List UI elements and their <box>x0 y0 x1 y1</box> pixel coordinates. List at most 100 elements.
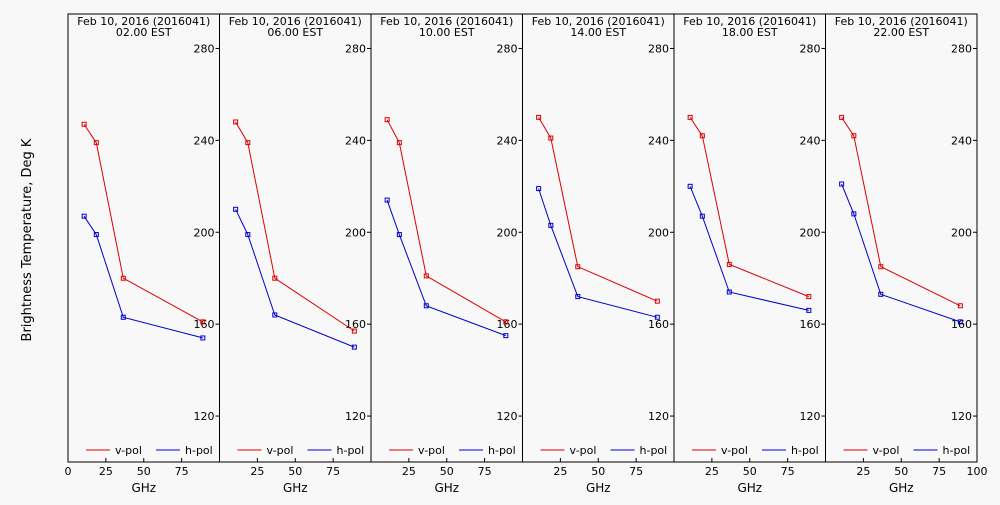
series-line-v-pol <box>83 124 204 323</box>
x-tick-label: 25 <box>402 465 416 478</box>
panel-subtitle: 22.00 EST <box>873 26 929 39</box>
data-point-h-pol <box>548 222 554 228</box>
y-tick-label: 200 <box>800 226 821 239</box>
series-line-h-pol <box>689 186 809 311</box>
data-point-v-pol <box>245 140 251 146</box>
y-tick-label: 160 <box>800 318 821 331</box>
data-point-v-pol <box>233 119 239 125</box>
legend-label: h-pol <box>640 444 668 457</box>
data-point-h-pol <box>423 303 429 309</box>
data-point-h-pol <box>351 344 357 350</box>
x-axis-label: GHz <box>586 481 611 495</box>
panel-subtitle: 02.00 EST <box>116 26 172 39</box>
panel-title: Feb 10, 2016 (2016041) <box>835 15 968 28</box>
data-point-v-pol <box>423 273 429 279</box>
data-point-v-pol <box>272 275 278 281</box>
x-tick-label: 25 <box>705 465 719 478</box>
chart-panel-2: Feb 10, 2016 (2016041)06.00 EST120160200… <box>219 13 372 495</box>
legend-label: v-pol <box>873 444 900 457</box>
legend-label: h-pol <box>488 444 516 457</box>
y-tick-label: 200 <box>345 226 366 239</box>
x-tick-label: 50 <box>440 465 454 478</box>
data-point-v-pol <box>200 319 206 325</box>
panel-subtitle: 10.00 EST <box>419 26 475 39</box>
data-point-v-pol <box>351 328 357 334</box>
data-point-h-pol <box>245 232 251 238</box>
x-tick-label: 75 <box>932 465 946 478</box>
y-tick-label: 160 <box>194 318 215 331</box>
series-line-h-pol <box>386 199 506 337</box>
panel-title: Feb 10, 2016 (2016041) <box>77 15 210 28</box>
chart-panel-1: Feb 10, 2016 (2016041)02.00 EST 120 160 200… <box>65 13 220 495</box>
chart-panel-4: Feb 10, 2016 (2016041)14.00 EST 120 160 200… <box>522 13 675 495</box>
y-tick-label: 120 <box>800 410 821 423</box>
data-point-h-pol <box>272 312 278 318</box>
data-point-v-pol <box>851 133 857 139</box>
y-tick-label: 240 <box>648 134 669 147</box>
x-tick-label: 50 <box>591 465 605 478</box>
data-point-h-pol <box>726 289 732 295</box>
x-tick-label: 50 <box>288 465 302 478</box>
y-tick-label: 120 <box>497 410 518 423</box>
x-tick-label: 25 <box>856 465 870 478</box>
legend-label: v-pol <box>721 444 748 457</box>
legend-label: v-pol <box>570 444 597 457</box>
data-point-h-pol <box>687 183 693 189</box>
data-point-v-pol <box>384 117 390 123</box>
series-line-h-pol <box>83 215 203 339</box>
series-line-v-pol <box>235 121 355 332</box>
panel-subtitle: 06.00 EST <box>267 26 323 39</box>
x-axis-label: GHz <box>889 481 914 495</box>
legend-label: h-pol <box>337 444 365 457</box>
y-tick-label: 120 <box>951 410 972 423</box>
panel-subtitle: 18.00 EST <box>722 26 778 39</box>
data-point-h-pol <box>878 291 884 297</box>
y-tick-label: 120 <box>194 410 215 423</box>
data-point-v-pol <box>575 264 581 270</box>
x-axis-label: GHz <box>283 481 308 495</box>
x-tick-label: 75 <box>478 465 492 478</box>
data-point-v-pol <box>503 319 509 325</box>
x-tick-label: 25 <box>250 465 264 478</box>
data-point-h-pol <box>396 232 402 238</box>
data-point-h-pol <box>384 197 390 203</box>
data-point-v-pol <box>839 114 845 120</box>
y-tick-label: 160 <box>497 318 518 331</box>
panel-title: Feb 10, 2016 (2016041) <box>380 15 513 28</box>
chart-panel-6: Feb 10, 2016 (2016041)22.00 EST 120 160 200… <box>825 13 988 495</box>
legend-label: v-pol <box>115 444 142 457</box>
x-tick-label: 75 <box>326 465 340 478</box>
legend-label: h-pol <box>791 444 819 457</box>
y-axis-label: Brightness Temperature, Deg K <box>20 138 35 341</box>
chart-panel-3: Feb 10, 2016 (2016041)10.00 EST 120 160 200… <box>370 13 523 495</box>
data-point-v-pol <box>726 261 732 267</box>
y-tick-label: 160 <box>648 318 669 331</box>
x-tick-label: 75 <box>781 465 795 478</box>
data-point-h-pol <box>654 314 660 320</box>
x-axis-label: GHz <box>737 481 762 495</box>
series-line-v-pol <box>538 117 658 302</box>
x-tick-label: 75 <box>175 465 189 478</box>
panel-title: Feb 10, 2016 (2016041) <box>229 15 362 28</box>
series-line-h-pol <box>841 183 961 323</box>
data-point-v-pol <box>654 298 660 304</box>
y-tick-label: 120 <box>345 410 366 423</box>
y-tick-label: 160 <box>951 318 972 331</box>
data-point-v-pol <box>548 135 554 141</box>
y-tick-label: 200 <box>951 226 972 239</box>
series-line-h-pol <box>538 188 658 318</box>
y-tick-label: 240 <box>194 134 215 147</box>
series-line-v-pol <box>386 119 507 323</box>
data-point-v-pol <box>957 303 963 309</box>
y-tick-label: 280 <box>800 42 821 55</box>
x-tick-label: 50 <box>894 465 908 478</box>
data-point-v-pol <box>878 264 884 270</box>
y-tick-label: 240 <box>951 134 972 147</box>
data-point-v-pol <box>699 133 705 139</box>
data-point-h-pol <box>120 314 126 320</box>
data-point-h-pol <box>200 335 206 341</box>
x-tick-label: 0 <box>65 465 72 478</box>
x-axis-label: GHz <box>131 481 156 495</box>
y-tick-label: 200 <box>497 226 518 239</box>
